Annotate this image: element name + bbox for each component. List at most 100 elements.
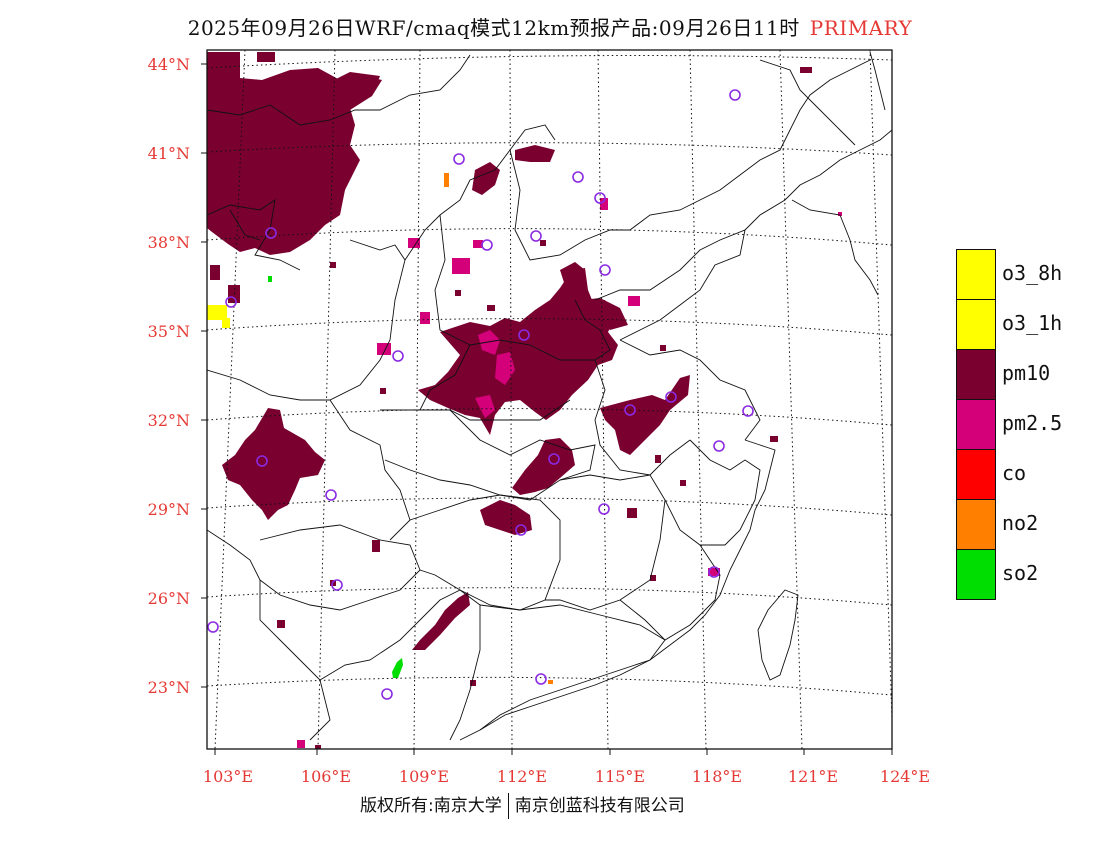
boundary-guangdong [459,604,666,741]
pm10-region-hunan [480,500,532,535]
boundary-hebei [509,149,630,261]
boundary-chongqing [329,399,411,541]
pm10-spot [228,285,240,303]
lat-labels: 44°N 41°N 38°N 35°N 32°N 29°N 26°N 23°N [148,55,190,697]
coastline-north [744,129,892,231]
pm10-spot [660,345,666,351]
lon-label: 121°E [788,767,838,786]
pm10-spot [210,265,220,280]
pm10-region-shanxi [560,262,585,295]
pm25-spot [377,343,391,355]
station-marker [535,673,547,685]
coastline-ne [869,51,886,111]
coastline-korea [791,199,879,296]
footer-right: 南京创蓝科技有限公司 [514,796,685,816]
station-marker [265,227,277,239]
boundary-gansu [229,209,261,241]
pm10-spot [800,67,812,73]
station-marker [225,296,237,308]
legend-swatch [956,349,996,400]
parallel-32n [207,408,892,426]
pm25-region [475,395,495,418]
pm25-spot [297,740,305,748]
station-markers [207,89,754,700]
pm10-spot [655,455,661,463]
meridian-121e [689,50,707,749]
boundary-guangxi [319,589,481,741]
map-frame [206,49,893,750]
footer-separator [507,793,509,819]
legend-swatch [956,299,996,350]
boundary-sichuan [207,369,330,401]
parallel-38n [207,228,892,246]
pm25-spot [628,296,640,306]
station-marker [624,404,636,416]
taiwan-island [757,589,799,681]
legend-label: no2 [1002,511,1039,535]
boundary-ningxia [207,199,301,271]
station-marker [331,579,343,591]
boundary-jiangsu [619,339,761,441]
so2-spot [268,276,272,282]
pm25-spot [473,240,483,248]
boundary-hubei [380,409,596,501]
pm10-spot [487,305,495,311]
legend-label: o3_8h [1002,261,1063,285]
station-marker [729,89,741,101]
pm10-spot [627,508,637,518]
boundary-shanxi-east [434,214,471,346]
no2-spot [548,680,553,684]
pm10-spot [650,575,656,581]
lat-label: 41°N [148,144,190,163]
legend-label: pm2.5 [1002,411,1063,435]
station-marker [481,239,493,251]
o3-region [207,305,227,320]
legend-swatch [956,449,996,500]
boundary-fujian [619,544,721,641]
pm10-spot [455,290,461,296]
lon-label: 118°E [692,767,742,786]
parallel-26n [207,587,892,606]
meridian-127e [869,50,892,721]
coastline-east [479,439,776,731]
lat-label: 35°N [148,322,190,341]
pm25-region [478,330,500,355]
parallel-41n [207,142,892,156]
parallel-44n [207,55,892,69]
parallel-29n [207,497,892,516]
boundary-shanxi [404,124,556,261]
no2-spot [444,173,449,187]
lon-label: 112°E [497,767,547,786]
lat-label: 29°N [148,500,190,519]
pm25-spot [452,258,470,274]
parallel-35n [207,318,892,336]
ticks [201,63,893,755]
pm10-spot [380,388,386,394]
pm10-region-shandong-west [582,298,628,330]
lon-labels: 103°E 106°E 109°E 112°E 115°E 118°E 121°… [203,767,930,786]
boundary-yunnan [207,529,331,741]
lat-label: 26°N [148,589,190,608]
pm25-spot [600,198,608,210]
legend-label: o3_1h [1002,311,1063,335]
station-marker [392,350,404,362]
station-marker [381,688,393,700]
lon-label: 103°E [203,767,253,786]
lon-label: 124°E [880,767,930,786]
legend-label: co [1002,461,1027,485]
boundary-guizhou [259,524,421,611]
title-variable: PRIMARY [809,16,913,40]
o3-spot [222,318,230,328]
legend-label: pm10 [1002,361,1051,385]
so2-region [392,658,403,678]
station-marker [742,405,754,417]
pm10-spot [277,620,285,628]
pm10-spot [680,480,686,486]
station-marker [713,440,725,452]
parallel-23n [207,676,892,696]
pm25-spot [838,212,842,216]
boundary-jiangxi [545,474,666,611]
boundary-zhejiang [664,439,761,546]
pm25-spot [420,312,430,324]
